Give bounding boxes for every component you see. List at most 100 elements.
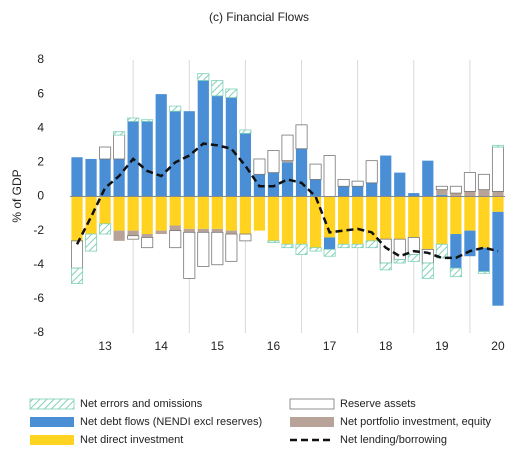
legend-swatch bbox=[30, 417, 74, 427]
bar-segment bbox=[352, 186, 364, 197]
bar-segment bbox=[408, 193, 420, 197]
bar-segment bbox=[464, 196, 476, 231]
y-tick-label: -6 bbox=[33, 291, 44, 305]
bar-segment bbox=[127, 235, 140, 240]
bar-segment bbox=[365, 240, 378, 249]
bar-segment bbox=[436, 194, 448, 197]
bar-segment bbox=[127, 196, 139, 231]
bar-segment bbox=[338, 196, 350, 245]
x-tick-label: 17 bbox=[323, 339, 337, 353]
bar-segment bbox=[113, 196, 125, 231]
legend-label: Reserve assets bbox=[340, 398, 416, 410]
bar-segment bbox=[394, 196, 406, 240]
y-tick-label: 4 bbox=[37, 120, 44, 134]
bar-segment bbox=[323, 237, 336, 250]
bar-segment bbox=[449, 185, 462, 194]
bar-segment bbox=[267, 150, 280, 174]
bar-segment bbox=[239, 133, 252, 197]
bar-segment bbox=[225, 233, 238, 262]
bar-segment bbox=[239, 233, 252, 242]
bar-segment bbox=[127, 230, 139, 236]
y-tick-label: -4 bbox=[33, 257, 44, 271]
bar-segment bbox=[295, 124, 308, 150]
bar-segment bbox=[267, 172, 280, 197]
bar-segment bbox=[366, 182, 378, 197]
bar-segment bbox=[225, 97, 237, 197]
bar-segment bbox=[183, 196, 195, 229]
bar-segment bbox=[464, 230, 476, 257]
x-tick-label: 13 bbox=[98, 339, 112, 353]
bar-segment bbox=[113, 134, 126, 160]
bar-segment bbox=[253, 196, 266, 231]
bar-segment bbox=[450, 196, 462, 235]
legend-swatch bbox=[30, 435, 74, 445]
bar-segment bbox=[99, 223, 112, 235]
bar-segment bbox=[99, 196, 111, 224]
bar-segment bbox=[211, 80, 224, 97]
bar-segment bbox=[281, 134, 294, 162]
bar-segment bbox=[408, 196, 420, 238]
bar-segment bbox=[113, 230, 125, 241]
y-tick-label: 0 bbox=[37, 189, 44, 203]
bar-segment bbox=[155, 196, 167, 231]
bar-segment bbox=[155, 94, 167, 197]
bar-segment bbox=[183, 228, 195, 233]
bar-segment bbox=[492, 191, 504, 197]
bar-segment bbox=[421, 248, 434, 264]
bar-segment bbox=[477, 271, 490, 274]
bar-segment bbox=[295, 196, 308, 245]
bar-segment bbox=[127, 117, 140, 122]
bar-segment bbox=[450, 193, 462, 197]
bar-segment bbox=[323, 196, 336, 238]
bar-segment bbox=[85, 196, 97, 235]
bar-segment bbox=[477, 173, 490, 191]
x-tick-label: 14 bbox=[155, 339, 169, 353]
bar-segment bbox=[492, 196, 504, 212]
y-axis-label: % of GDP bbox=[10, 169, 24, 222]
bar-segment bbox=[309, 179, 322, 197]
bar-segment bbox=[422, 196, 434, 250]
bar-segment bbox=[225, 230, 237, 235]
legend-label: Net direct investment bbox=[80, 434, 183, 446]
bar-segment bbox=[169, 225, 181, 231]
bar-segment bbox=[393, 238, 406, 261]
bar-segment bbox=[281, 243, 294, 249]
bar-segment bbox=[309, 163, 322, 180]
bar-segment bbox=[407, 254, 420, 262]
bar-segment bbox=[323, 155, 336, 197]
bar-segment bbox=[295, 148, 308, 197]
y-tick-label: -2 bbox=[33, 223, 44, 237]
bar-segment bbox=[337, 179, 350, 187]
chart-title: (c) Financial Flows bbox=[209, 10, 309, 24]
bar-segment bbox=[169, 105, 182, 112]
bar-segment bbox=[169, 111, 181, 197]
legend-swatch bbox=[290, 417, 334, 427]
bar-segment bbox=[478, 189, 490, 197]
bar-segment bbox=[337, 243, 350, 249]
bar-segment bbox=[281, 162, 294, 197]
bar-segment bbox=[71, 267, 84, 284]
bar-segment bbox=[85, 233, 98, 252]
bar-segment bbox=[435, 185, 448, 191]
bar-segment bbox=[99, 146, 112, 160]
bar-segment bbox=[141, 119, 154, 122]
y-tick-label: 6 bbox=[37, 86, 44, 100]
bar-segment bbox=[211, 196, 223, 229]
bar-segment bbox=[141, 237, 154, 249]
bar-segment bbox=[379, 262, 392, 271]
legend-label: Net errors and omissions bbox=[80, 398, 203, 410]
bar-segment bbox=[323, 248, 336, 257]
bar-segment bbox=[169, 230, 182, 249]
bar-segment bbox=[380, 155, 392, 197]
legend-label: Net portfolio investment, equity bbox=[340, 416, 492, 428]
bar-segment bbox=[71, 240, 84, 269]
bar-segment bbox=[155, 230, 167, 235]
bar-segment bbox=[421, 262, 434, 279]
bar-segment bbox=[239, 196, 252, 235]
bar-segment bbox=[309, 247, 322, 252]
bar-segment bbox=[71, 157, 83, 197]
bar-segment bbox=[197, 73, 210, 81]
bar-segment bbox=[141, 196, 153, 235]
bar-segment bbox=[197, 196, 209, 229]
